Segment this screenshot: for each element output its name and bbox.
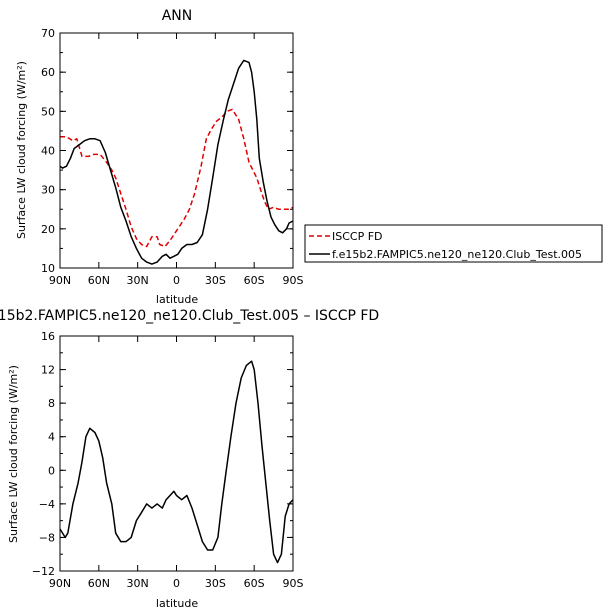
- top-x-tick-label: 0: [173, 274, 180, 287]
- bottom-y-tick-label: 0: [48, 464, 55, 477]
- bottom-y-tick-label: 8: [48, 397, 55, 410]
- top-x-tick-label: 60S: [244, 274, 265, 287]
- legend: ISCCP FD f.e15b2.FAMPIC5.ne120_ne120.Clu…: [304, 224, 603, 263]
- bottom-y-tick-label: 16: [41, 330, 55, 343]
- bottom-plot-frame: [59, 335, 294, 572]
- bottom-y-tick-label: 12: [41, 364, 55, 377]
- bottom-y-tick-label: −12: [32, 565, 55, 578]
- bottom-y-tick-label: −8: [39, 531, 55, 544]
- bottom-y-tick-label: 4: [48, 431, 55, 444]
- bottom-series-line-0: [59, 360, 294, 564]
- bottom-chart-title: f.e15b2.FAMPIC5.ne120_ne120.Club_Test.00…: [0, 308, 379, 324]
- top-y-tick-label: 10: [41, 262, 55, 275]
- legend-label-isccp: ISCCP FD: [332, 230, 383, 243]
- top-x-tick-label: 30N: [127, 274, 149, 287]
- bottom-x-tick-label: 30N: [127, 577, 149, 590]
- bottom-x-axis-label: latitude: [156, 597, 198, 610]
- top-chart-title: ANN: [162, 8, 193, 24]
- bottom-y-tick-label: −4: [39, 498, 55, 511]
- bottom-panel: f.e15b2.FAMPIC5.ne120_ne120.Club_Test.00…: [0, 308, 379, 610]
- top-x-tick-label: 90S: [283, 274, 304, 287]
- legend-box: [304, 224, 603, 263]
- top-x-tick-label: 60N: [88, 274, 110, 287]
- bottom-y-axis-label: Surface LW cloud forcing (W/m²): [7, 365, 20, 543]
- top-panel: ANN 90N 60N 30N 0 30S 60S 90S 10 20 30 40 50 60 70 la…: [15, 8, 304, 306]
- top-y-axis-label: Surface LW cloud forcing (W/m²): [15, 61, 28, 239]
- top-y-tick-label: 50: [41, 105, 55, 118]
- legend-label-model: f.e15b2.FAMPIC5.ne120_ne120.Club_Test.00…: [332, 248, 582, 261]
- top-y-tick-label: 60: [41, 66, 55, 79]
- bottom-x-tick-label: 90N: [49, 577, 71, 590]
- bottom-x-tick-label: 90S: [283, 577, 304, 590]
- top-x-tick-label: 30S: [205, 274, 226, 287]
- top-series-line-1: [59, 59, 294, 265]
- bottom-x-tick-label: 0: [173, 577, 180, 590]
- bottom-x-tick-label: 30S: [205, 577, 226, 590]
- top-series-line-0: [60, 108, 294, 248]
- top-y-tick-label: 30: [41, 184, 55, 197]
- bottom-x-tick-label: 60N: [88, 577, 110, 590]
- top-x-tick-label: 90N: [49, 274, 71, 287]
- top-y-tick-label: 20: [41, 223, 55, 236]
- bottom-x-tick-label: 60S: [244, 577, 265, 590]
- top-y-tick-label: 70: [41, 27, 55, 40]
- top-y-tick-label: 40: [41, 145, 55, 158]
- top-x-axis-label: latitude: [156, 293, 198, 306]
